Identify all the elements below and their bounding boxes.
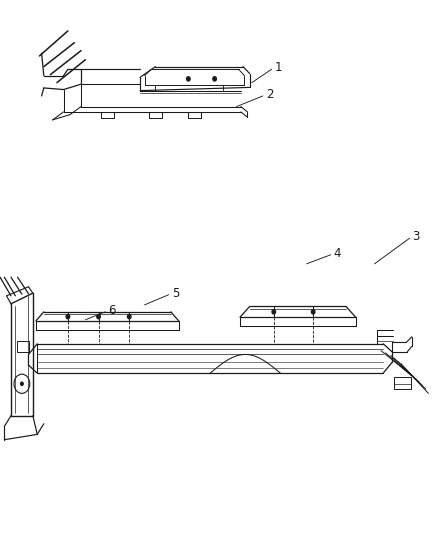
Text: 1: 1 — [275, 61, 283, 74]
Text: 4: 4 — [334, 247, 341, 260]
Bar — [17, 341, 29, 352]
Text: 5: 5 — [172, 287, 179, 300]
Circle shape — [213, 77, 216, 81]
Circle shape — [272, 310, 276, 314]
Circle shape — [97, 314, 100, 319]
Circle shape — [311, 310, 315, 314]
Text: 3: 3 — [413, 230, 420, 243]
Circle shape — [66, 314, 70, 319]
Circle shape — [187, 77, 190, 81]
Bar — [394, 377, 411, 389]
Text: 2: 2 — [266, 88, 274, 101]
Circle shape — [127, 314, 131, 319]
Circle shape — [21, 382, 23, 385]
Text: 6: 6 — [108, 304, 116, 317]
